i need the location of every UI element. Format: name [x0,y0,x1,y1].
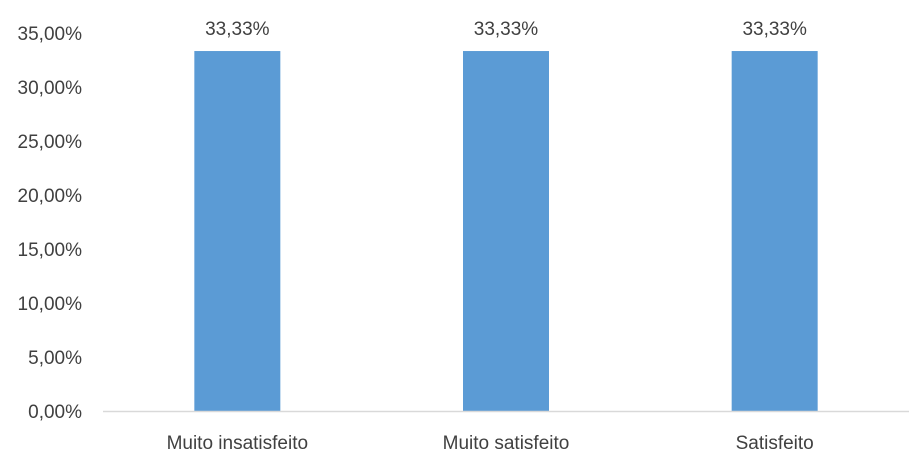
y-tick-label: 20,00% [18,186,83,207]
x-category-label: Satisfeito [736,433,814,454]
bar [731,51,818,411]
x-category-label: Muito insatisfeito [167,433,309,454]
bar-series [194,51,818,411]
bar-value-label: 33,33% [205,19,270,40]
y-axis-tick-labels: 0,00% 5,00% 10,00% 15,00% 20,00% 25,00% 30,00%… [18,24,83,423]
y-tick-label: 5,00% [28,348,82,369]
y-tick-label: 15,00% [18,240,83,261]
x-category-label: Muito satisfeito [443,433,570,454]
bar-value-label: 33,33% [474,19,539,40]
data-labels: 33,33% 33,33% 33,33% [205,19,807,40]
x-axis-category-labels: Muito insatisfeito Muito satisfeito Satisf… [167,433,814,454]
y-tick-label: 25,00% [18,132,83,153]
y-tick-label: 10,00% [18,294,83,315]
y-tick-label: 35,00% [18,24,83,45]
bar [463,51,549,411]
bar [194,51,281,411]
bar-value-label: 33,33% [742,19,807,40]
y-tick-label: 0,00% [28,402,82,423]
y-tick-label: 30,00% [18,78,83,99]
